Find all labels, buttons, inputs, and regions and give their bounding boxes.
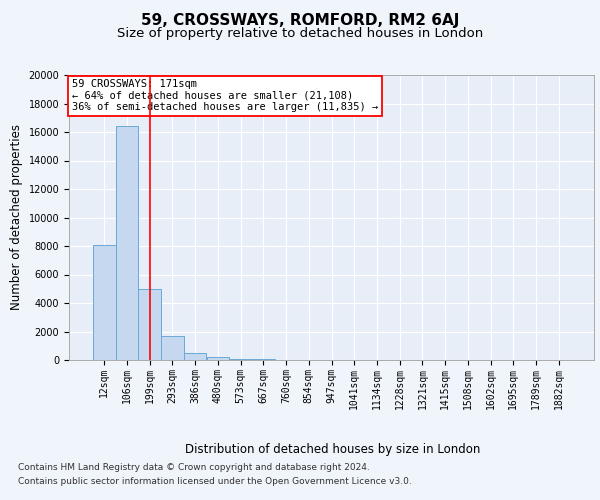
Text: 59 CROSSWAYS: 171sqm
← 64% of detached houses are smaller (21,108)
36% of semi-d: 59 CROSSWAYS: 171sqm ← 64% of detached h…	[71, 80, 378, 112]
Bar	[206, 357, 229, 360]
Text: 59, CROSSWAYS, ROMFORD, RM2 6AJ: 59, CROSSWAYS, ROMFORD, RM2 6AJ	[141, 12, 459, 28]
Bar	[229, 358, 252, 360]
Y-axis label: Number of detached properties: Number of detached properties	[10, 124, 23, 310]
Text: Contains HM Land Registry data © Crown copyright and database right 2024.: Contains HM Land Registry data © Crown c…	[18, 464, 370, 472]
Text: Distribution of detached houses by size in London: Distribution of detached houses by size …	[185, 442, 481, 456]
Bar	[184, 353, 206, 360]
Bar	[93, 246, 116, 360]
Bar	[161, 336, 184, 360]
Bar	[139, 289, 161, 360]
Text: Contains public sector information licensed under the Open Government Licence v3: Contains public sector information licen…	[18, 477, 412, 486]
Bar	[116, 126, 139, 360]
Text: Size of property relative to detached houses in London: Size of property relative to detached ho…	[117, 28, 483, 40]
